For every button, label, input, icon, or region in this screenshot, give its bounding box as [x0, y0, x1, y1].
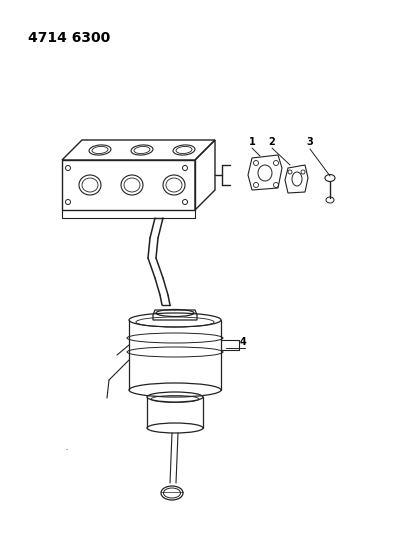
Text: .: .	[65, 440, 69, 453]
Text: 3: 3	[307, 137, 313, 147]
Text: 1: 1	[248, 137, 255, 147]
Text: 4714 6300: 4714 6300	[28, 31, 110, 45]
Text: 2: 2	[268, 137, 275, 147]
Text: 4: 4	[240, 337, 247, 347]
